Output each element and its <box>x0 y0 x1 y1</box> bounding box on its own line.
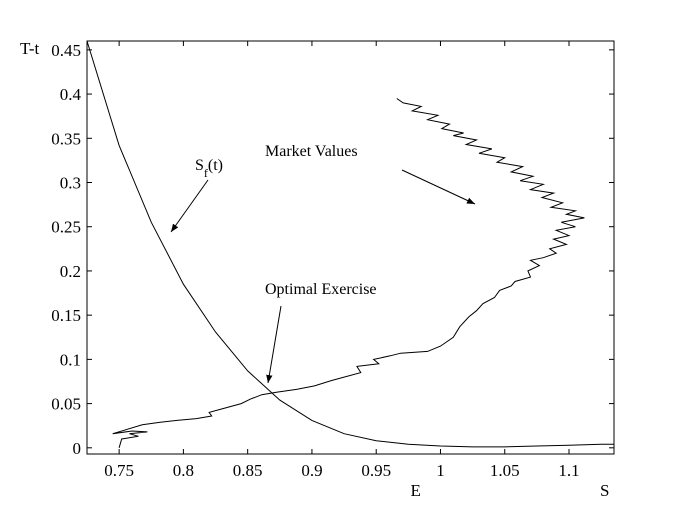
x-ticks: 0.75 0.8 0.85 0.9 0.95 1 1.05 1.1 <box>104 41 580 480</box>
x-tick-label: 0.8 <box>173 461 194 480</box>
plot-frame <box>86 40 615 455</box>
x-tick-label: 0.75 <box>104 461 134 480</box>
y-tick-label: 0.3 <box>60 173 81 192</box>
free-boundary-line <box>86 40 614 448</box>
y-tick-label: 0.45 <box>51 41 81 60</box>
market-values-line <box>112 98 585 448</box>
series-group <box>86 40 614 448</box>
y-tick-label: 0.2 <box>60 262 81 281</box>
annotation-2: Optimal Exercise <box>265 281 377 298</box>
x-tick-label: 0.95 <box>361 461 391 480</box>
annotation-1: Sf(t) <box>195 157 223 180</box>
y-axis-label: T-t <box>20 39 39 58</box>
x-tick-label: 0.85 <box>233 461 263 480</box>
y-ticks: 0 0.05 0.1 0.15 0.2 0.25 0.3 0.35 0.4 0.45 <box>51 41 614 458</box>
x-tick-label: 0.9 <box>301 461 322 480</box>
x-tick-label: 1.1 <box>558 461 579 480</box>
y-tick-label: 0.1 <box>60 350 81 369</box>
annotation-0: Market Values <box>265 143 358 160</box>
x-tick-label: 1.05 <box>490 461 520 480</box>
x-tick-label: 1 <box>436 461 445 480</box>
y-tick-label: 0.4 <box>60 85 82 104</box>
annotation-arrow-1 <box>170 179 209 233</box>
y-tick-label: 0.25 <box>51 218 81 237</box>
y-tick-label: 0.05 <box>51 395 81 414</box>
y-tick-label: 0 <box>73 439 82 458</box>
y-tick-label: 0.35 <box>51 129 81 148</box>
annotation-arrow-2 <box>266 305 282 384</box>
y-tick-label: 0.15 <box>51 306 81 325</box>
e-strike-label: E <box>410 481 420 500</box>
x-axis-label: S <box>600 481 609 500</box>
annotation-arrow-0 <box>401 169 476 205</box>
annotations: Market Values Sf(t) Optimal Exercise <box>170 143 476 384</box>
